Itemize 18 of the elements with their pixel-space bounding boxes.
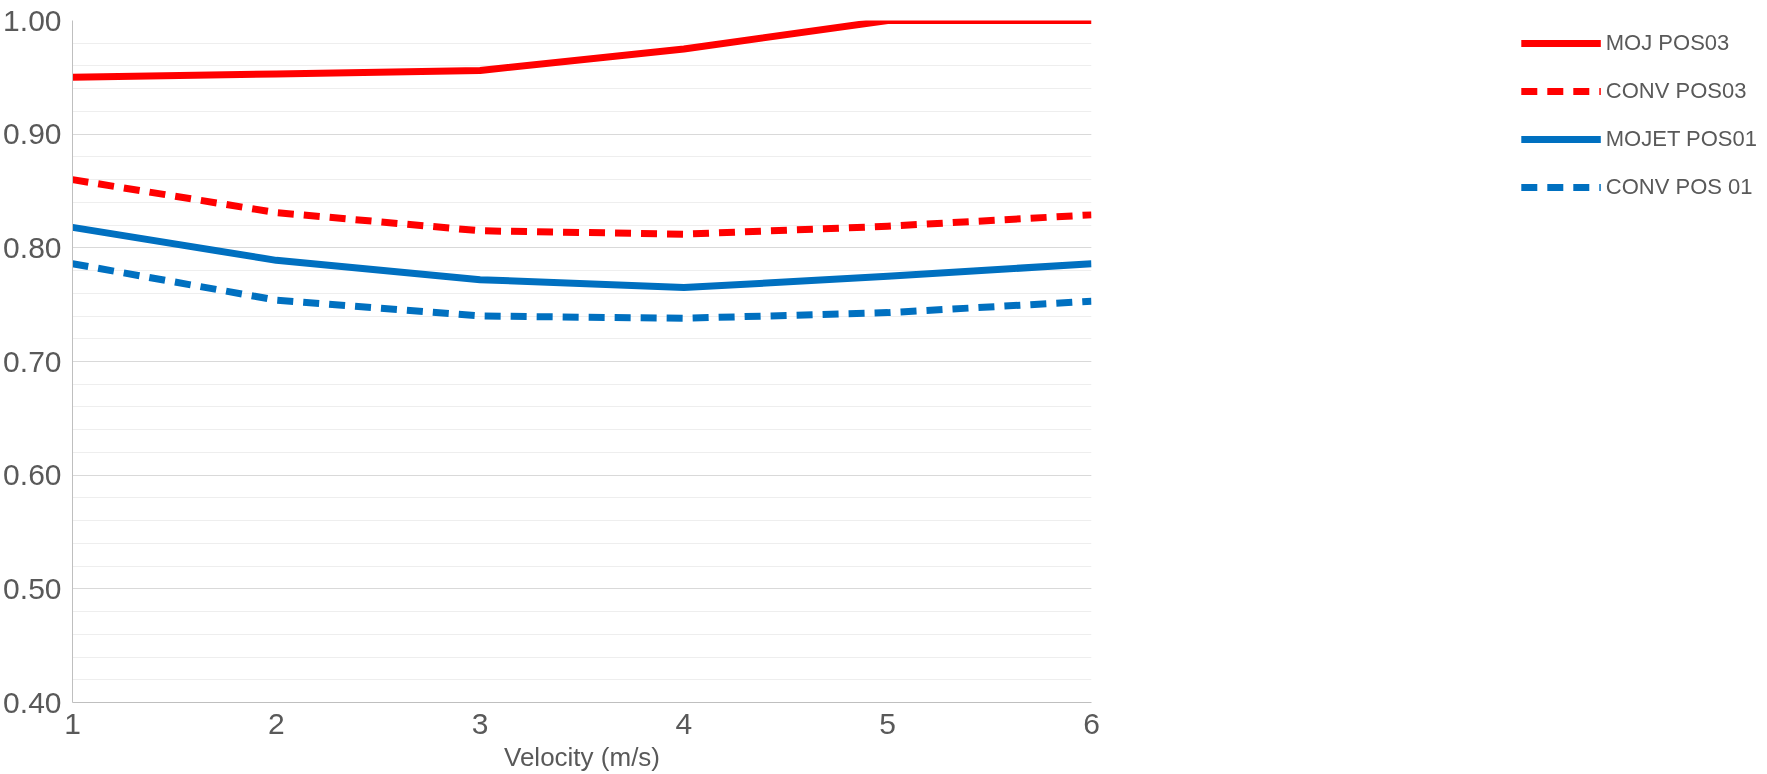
y-tick-label: 0.70 [3,344,62,378]
x-tick-label: 4 [675,706,693,740]
y-tick-label: 0.40 [3,685,62,719]
legend-label: CONV POS03 [1605,78,1747,104]
legend-label: MOJET POS01 [1605,126,1757,152]
x-tick-label: 6 [1083,706,1100,740]
y-tick-label: 0.60 [3,458,62,492]
x-axis-title: Velocity (m/s) [503,741,661,772]
y-tick-label: 1.00 [3,3,62,37]
y-tick-label: 0.80 [3,230,62,264]
x-tick-label: 2 [267,706,285,740]
y-tick-label: 0.50 [3,571,62,605]
x-tick-label: 1 [64,706,81,740]
legend-label: MOJ POS03 [1605,30,1730,56]
legend-label: CONV POS 01 [1605,174,1753,200]
x-tick-label: 3 [471,706,489,740]
y-tick-label: 0.90 [3,117,62,151]
x-tick-label: 5 [879,706,897,740]
